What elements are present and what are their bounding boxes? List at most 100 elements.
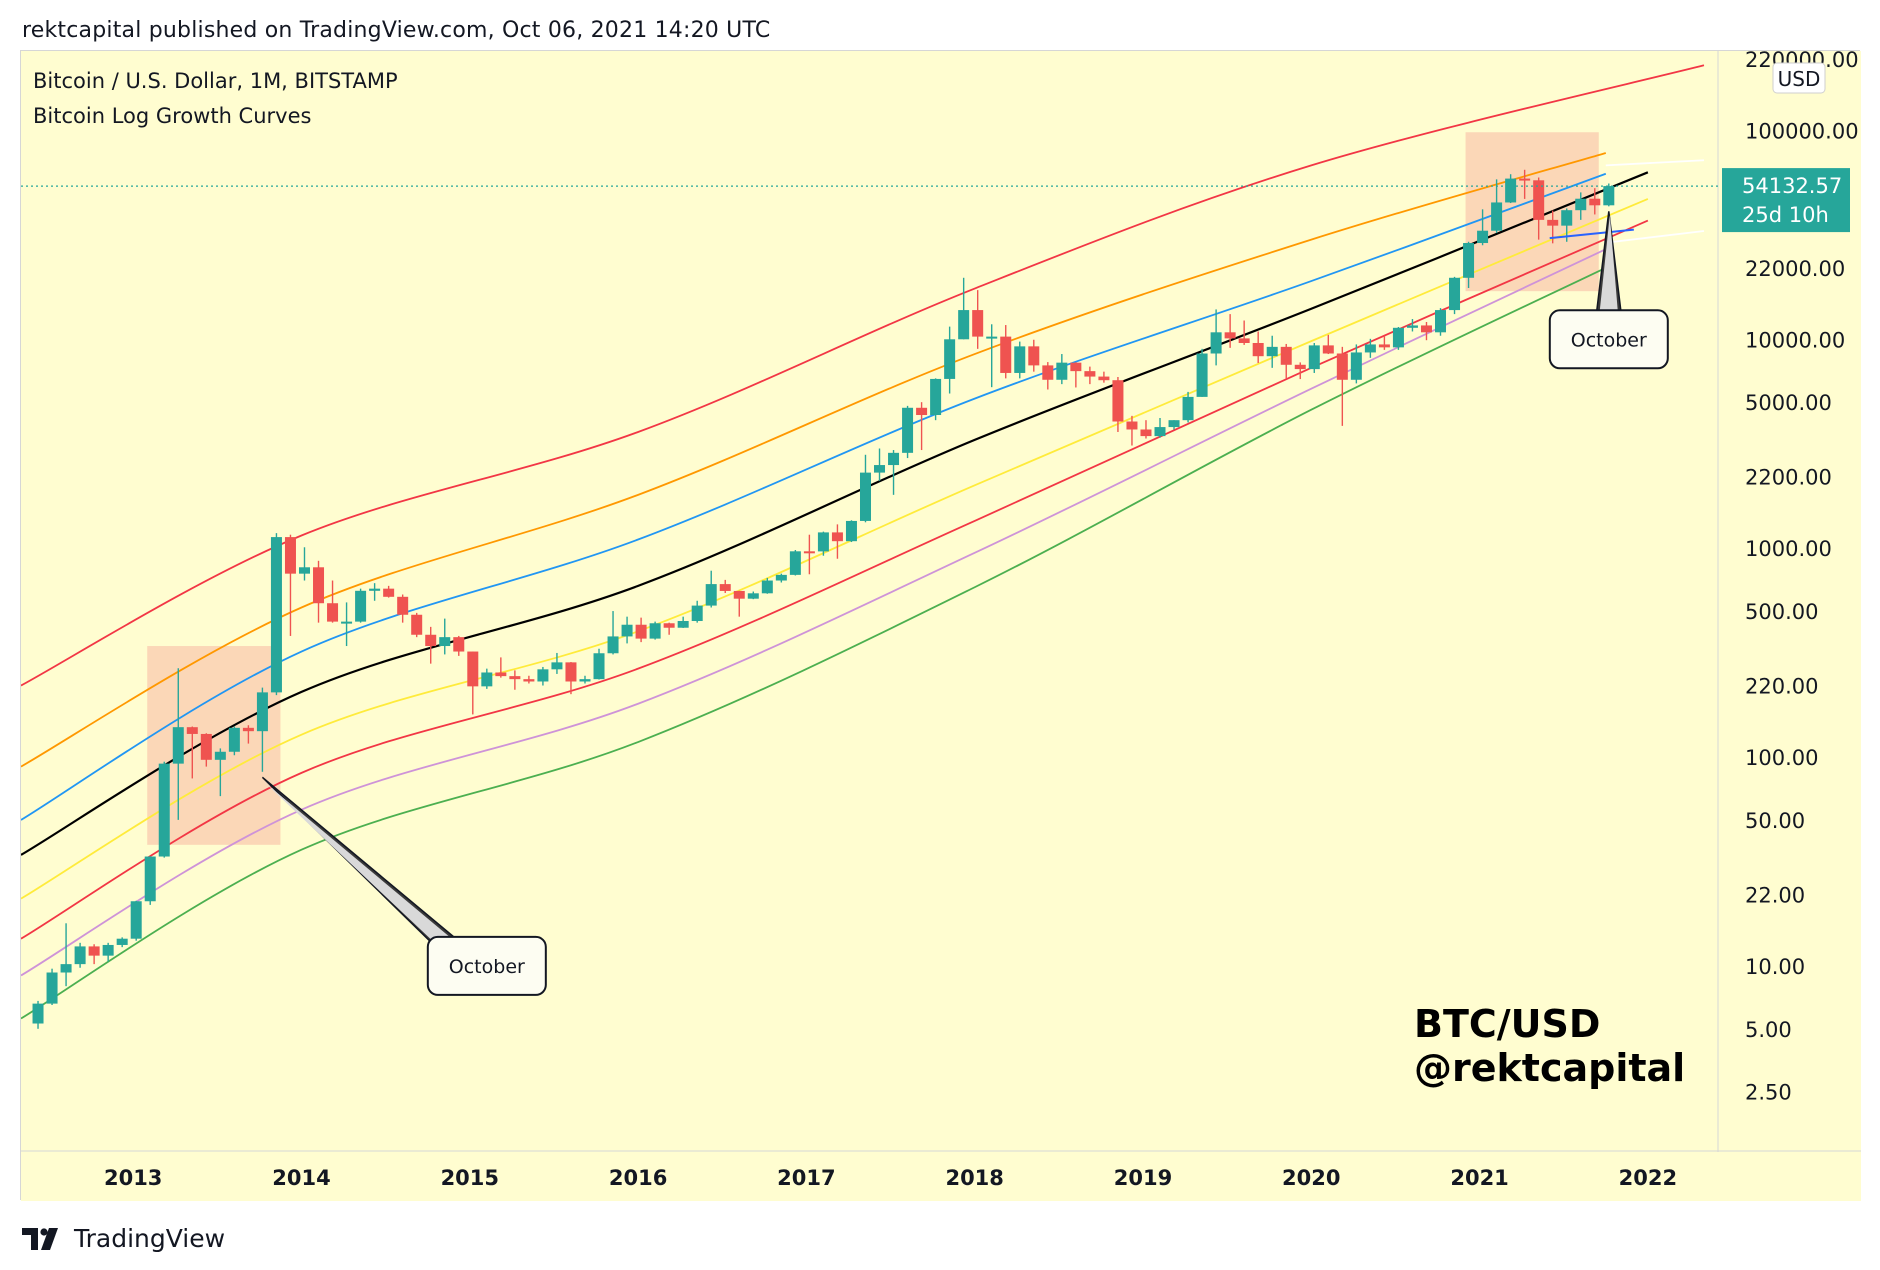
candle-2015-04	[509, 670, 521, 690]
chart-background-layer	[21, 51, 1861, 1201]
candle-body	[1463, 243, 1475, 278]
candle-2019-03	[1168, 420, 1180, 430]
candle-body	[1014, 346, 1026, 373]
candle-body	[1042, 365, 1054, 380]
candle-body	[621, 624, 633, 637]
candle-body	[747, 593, 759, 599]
candles-layer	[32, 169, 1615, 1029]
candle-2013-09	[242, 725, 254, 744]
candle-body	[228, 727, 240, 752]
x-tick-label: 2013	[104, 1166, 162, 1190]
candle-body	[1098, 376, 1110, 381]
candle-2012-09	[74, 942, 86, 968]
candle-body	[116, 938, 128, 945]
callout-box	[426, 935, 547, 996]
candle-2020-05	[1364, 338, 1376, 358]
candle-body	[705, 584, 717, 606]
candle-body	[1294, 364, 1306, 370]
candle-2021-04	[1519, 169, 1531, 199]
candle-2014-11	[439, 618, 451, 655]
candle-body	[158, 763, 170, 857]
candle-body	[1435, 310, 1447, 333]
candle-body	[425, 634, 437, 647]
chart-container[interactable]: October October Bitcoin / U.S. Dollar, 1M…	[20, 50, 1861, 1201]
candle-body	[411, 614, 423, 635]
candle-body	[579, 679, 591, 682]
candle-body	[1112, 380, 1124, 422]
candle-body	[1519, 178, 1531, 181]
candle-2015-06	[537, 666, 549, 686]
candle-body	[1210, 332, 1222, 354]
candle-2017-09	[916, 402, 928, 451]
currency-label: USD	[1778, 67, 1821, 91]
candle-2014-08	[397, 594, 409, 623]
last-price-countdown: 25d 10h	[1742, 203, 1829, 227]
candle-2017-03	[831, 524, 843, 559]
x-tick-label: 2018	[945, 1166, 1003, 1190]
candle-2018-02	[986, 324, 998, 388]
candle-2017-06	[874, 448, 886, 481]
candle-body	[1392, 327, 1404, 348]
candle-body	[719, 584, 731, 591]
candle-2019-05	[1196, 348, 1208, 397]
candle-2020-12	[1463, 241, 1475, 289]
candle-body	[1505, 178, 1517, 203]
candle-body	[32, 1003, 44, 1024]
y-tick-label: 10.00	[1745, 955, 1805, 979]
candle-body	[200, 733, 212, 760]
candle-2014-03	[327, 580, 339, 623]
y-tick-label: 100.00	[1745, 746, 1818, 770]
footer-brand: TradingView	[74, 1224, 226, 1253]
candle-body	[635, 624, 647, 639]
candle-2018-09	[1084, 366, 1096, 385]
growth-curve-5	[21, 219, 1649, 940]
candle-body	[1477, 230, 1489, 244]
y-tick-label: 22.00	[1745, 883, 1805, 907]
growth-curve-8	[1605, 230, 1705, 244]
candle-body	[481, 672, 493, 687]
candle-2021-02	[1491, 179, 1503, 233]
x-tick-label: 2021	[1450, 1166, 1508, 1190]
candle-body	[986, 336, 998, 339]
october-callout-1: October	[1548, 211, 1669, 370]
candle-body	[1603, 186, 1615, 206]
candle-2013-06	[200, 733, 212, 767]
candle-2013-01	[130, 900, 142, 941]
callout-pointer-fill	[263, 781, 451, 945]
candle-2014-04	[341, 602, 353, 647]
x-tick-label: 2017	[777, 1166, 835, 1190]
candle-body	[1266, 346, 1278, 357]
candle-2013-11	[270, 533, 282, 696]
currency-badge: USD	[1772, 62, 1826, 94]
candle-body	[186, 727, 198, 734]
candle-2021-01	[1477, 209, 1489, 246]
y-tick-label: 22000.00	[1745, 257, 1845, 281]
candle-body	[649, 623, 661, 639]
candle-2021-09	[1589, 188, 1601, 215]
candle-body	[313, 567, 325, 604]
growth-curve-6	[21, 248, 1607, 977]
candle-2021-08	[1575, 192, 1587, 220]
candle-body	[1168, 420, 1180, 428]
candle-body	[369, 588, 381, 591]
price-axis-background	[1718, 51, 1861, 1151]
candle-2018-08	[1070, 362, 1082, 388]
candle-body	[1154, 427, 1166, 437]
candle-2020-07	[1392, 327, 1404, 350]
candle-2020-01	[1308, 342, 1320, 373]
candle-2018-05	[1028, 339, 1040, 372]
candle-2012-11	[102, 942, 114, 962]
candle-2016-12	[789, 550, 801, 576]
candle-2015-07	[551, 652, 563, 674]
price-chart[interactable]: October October Bitcoin / U.S. Dollar, 1M…	[21, 51, 1861, 1201]
candle-body	[607, 636, 619, 654]
candle-2013-03	[158, 761, 170, 858]
support-trendline	[1549, 228, 1634, 240]
candle-2013-08	[228, 726, 240, 756]
candle-2019-10	[1266, 335, 1278, 368]
candle-body	[1364, 344, 1376, 353]
candle-body	[1252, 342, 1264, 357]
candle-body	[1406, 325, 1418, 328]
candle-2019-11	[1280, 343, 1292, 379]
candle-body	[930, 378, 942, 416]
